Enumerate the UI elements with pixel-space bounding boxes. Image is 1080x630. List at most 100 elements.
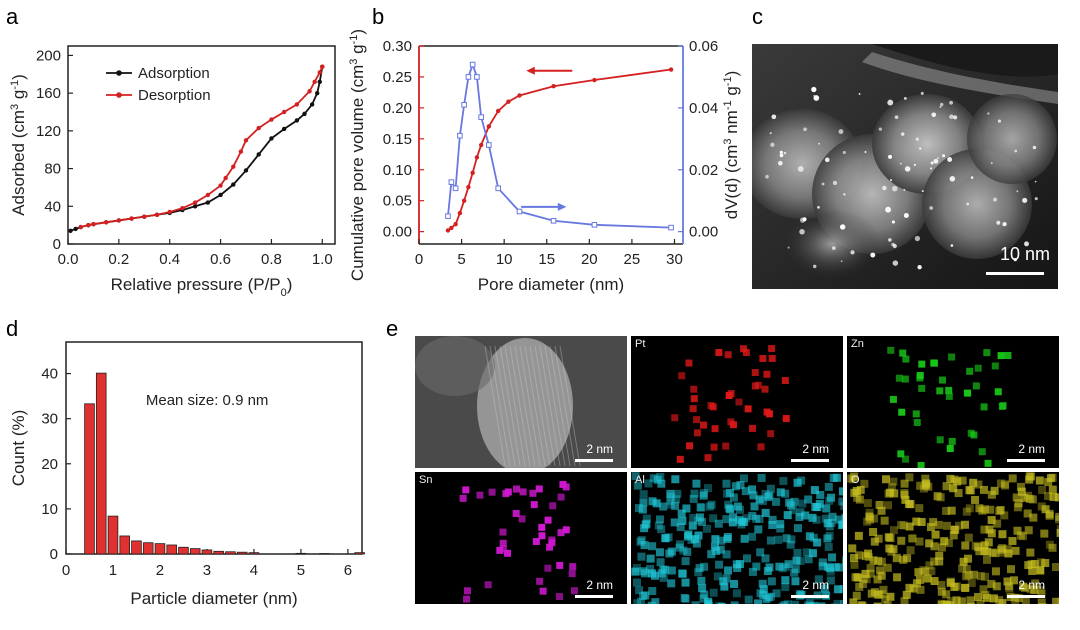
histogram-bar	[189, 548, 201, 555]
nanoparticle-dot	[888, 238, 892, 242]
eds-pixel	[529, 489, 537, 497]
data-point	[256, 152, 261, 157]
eds-pixel	[929, 518, 938, 527]
eds-pixel	[631, 472, 640, 481]
eds-pixel	[936, 387, 944, 395]
x-tick-label: 10	[496, 251, 513, 268]
eds-scale-bar	[575, 595, 613, 598]
eds-pixel	[656, 558, 665, 567]
eds-pixel	[930, 359, 938, 367]
x-tick-label: 0.6	[210, 251, 231, 268]
nanoparticle-dot	[919, 147, 922, 150]
histogram-bar	[236, 551, 248, 555]
data-point	[592, 77, 597, 83]
eds-pixel	[768, 345, 776, 353]
eds-pixel	[916, 585, 925, 594]
nanoparticle-dot	[1024, 241, 1029, 247]
legend-swatch-marker	[116, 92, 122, 98]
histogram-bar	[354, 552, 365, 555]
eds-tile-image	[671, 345, 790, 463]
eds-pixel	[659, 565, 668, 574]
eds-pixel	[860, 479, 869, 488]
eds-pixel	[1024, 526, 1033, 535]
data-point	[86, 222, 91, 228]
eds-pixel	[637, 552, 646, 561]
eds-pixel	[661, 534, 670, 543]
eds-pixel	[1023, 509, 1032, 518]
x-tick-label: 0.0	[58, 251, 79, 268]
eds-scale-label: 2 nm	[1018, 578, 1045, 592]
eds-pixel	[917, 461, 925, 468]
eds-pixel	[729, 513, 738, 522]
data-point	[154, 212, 160, 217]
eds-pixel	[974, 480, 983, 489]
eds-pixel	[1048, 485, 1057, 494]
y-tick-label: 80	[44, 161, 61, 178]
eds-pixel	[888, 483, 897, 492]
eds-pixel	[784, 560, 793, 569]
eds-pixel	[693, 429, 701, 437]
eds-pixel	[838, 497, 843, 506]
eds-pixel	[781, 377, 789, 385]
eds-pixel	[512, 509, 520, 517]
eds-pixel	[748, 567, 757, 576]
legend-swatch-marker	[116, 70, 122, 76]
x-tick-label: 3	[203, 562, 211, 579]
eds-pixel	[535, 485, 543, 493]
eds-pixel	[937, 580, 946, 589]
eds-pixel	[915, 504, 924, 513]
eds-pixel	[1056, 528, 1059, 537]
eds-pixel	[776, 524, 785, 533]
eds-pixel	[768, 515, 777, 524]
eds-pixel	[916, 371, 924, 379]
lattice-fringe	[499, 345, 521, 467]
eds-pixel	[906, 546, 915, 555]
nanoparticle-dot	[1014, 149, 1018, 153]
eds-pixel	[766, 484, 775, 493]
eds-pixel	[783, 511, 792, 520]
nanoparticle-dot	[770, 142, 775, 147]
eds-pixel	[1013, 526, 1022, 535]
eds-pixel	[569, 563, 577, 571]
eds-element-label: Pt	[635, 338, 646, 350]
eds-pixel	[749, 424, 757, 432]
eds-pixel	[948, 437, 956, 445]
eds-pixel	[1021, 597, 1030, 604]
eds-pixel	[897, 450, 905, 458]
eds-pixel	[1036, 586, 1045, 595]
eds-pixel	[813, 503, 822, 512]
nanoparticle-dot	[817, 206, 820, 209]
eds-pixel	[897, 521, 906, 530]
eds-pixel	[463, 595, 471, 603]
eds-pixel	[667, 566, 676, 575]
eds-pixel	[874, 556, 883, 565]
eds-pixel	[873, 575, 882, 584]
eds-pixel	[657, 525, 666, 534]
nanoparticle-dot	[1034, 197, 1038, 201]
eds-pixel	[707, 500, 716, 509]
eds-pixel	[972, 382, 980, 390]
eds-pixel	[677, 509, 686, 518]
eds-pixel	[809, 533, 818, 542]
y-right-tick-label: 0.04	[689, 100, 718, 117]
eds-pixel	[919, 566, 928, 575]
eds-pixel	[778, 602, 787, 604]
eds-pixel	[690, 489, 699, 498]
eds-tile-image	[415, 336, 627, 468]
eds-pixel	[756, 548, 765, 557]
eds-pixel	[791, 565, 800, 574]
data-point	[496, 108, 501, 114]
eds-pixel	[797, 476, 806, 485]
eds-pixel	[945, 386, 953, 394]
eds-pixel	[985, 525, 994, 534]
eds-pixel	[787, 535, 796, 544]
y-left-tick-label: 0.20	[383, 100, 412, 117]
nanoparticle-dot	[914, 235, 921, 242]
data-point	[218, 183, 223, 188]
nanoparticle-dot	[802, 217, 807, 222]
eds-pixel	[748, 532, 757, 541]
eds-pixel	[767, 430, 775, 438]
eds-pixel	[693, 416, 701, 424]
eds-pixel	[712, 546, 721, 555]
eds-pixel	[1031, 579, 1040, 588]
